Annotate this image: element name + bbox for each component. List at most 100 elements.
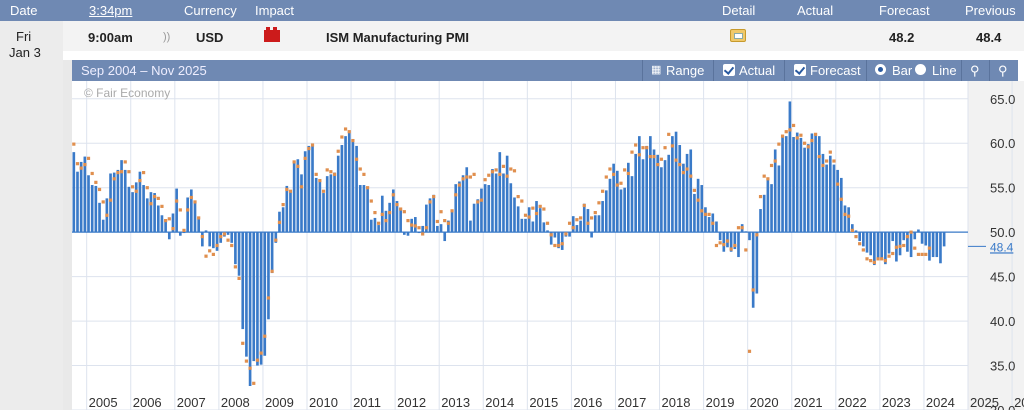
forecast-marker[interactable] [626,171,630,176]
forecast-marker[interactable] [197,216,201,220]
actual-bar[interactable] [175,188,178,233]
actual-bar[interactable] [208,232,212,247]
forecast-marker[interactable] [310,143,315,147]
forecast-marker[interactable] [733,243,737,248]
forecast-marker[interactable] [839,197,843,201]
actual-bar[interactable] [322,193,325,233]
forecast-marker[interactable] [802,141,807,145]
actual-bar[interactable] [641,159,645,233]
actual-bar[interactable] [347,130,351,233]
actual-bar[interactable] [101,219,105,233]
forecast-marker[interactable] [531,206,535,210]
forecast-marker[interactable] [351,138,355,143]
forecast-marker[interactable] [402,210,406,214]
actual-bar[interactable] [715,221,718,233]
forecast-marker[interactable] [681,170,686,175]
actual-bar[interactable] [862,232,865,247]
forecast-marker[interactable] [821,163,825,168]
actual-bar[interactable] [164,219,167,233]
forecast-marker[interactable] [208,249,212,253]
actual-bar[interactable] [876,232,880,259]
forecast-marker[interactable] [641,146,645,150]
forecast-marker[interactable] [156,196,160,200]
forecast-marker[interactable] [927,246,932,250]
actual-bar[interactable] [553,232,557,238]
forecast-marker[interactable] [659,157,663,161]
actual-bar[interactable] [300,174,303,233]
actual-bar[interactable] [696,178,700,233]
forecast-marker[interactable] [725,239,730,243]
forecast-marker[interactable] [744,248,748,252]
actual-bar[interactable] [325,176,329,233]
forecast-marker[interactable] [847,214,851,218]
forecast-marker[interactable] [277,220,282,224]
forecast-marker[interactable] [219,235,223,239]
actual-bar[interactable] [502,173,505,233]
forecast-marker[interactable] [373,211,377,215]
forecast-marker[interactable] [149,202,153,206]
forecast-marker[interactable] [362,172,366,176]
forecast-marker[interactable] [601,189,605,193]
forecast-marker[interactable] [795,136,799,140]
forecast-marker[interactable] [663,146,667,150]
actual-bar[interactable] [788,101,792,233]
actual-bar[interactable] [472,203,476,233]
actual-bar[interactable] [597,215,601,233]
actual-bar[interactable] [87,175,90,233]
forecast-marker[interactable] [652,154,656,159]
actual-bar[interactable] [178,232,182,236]
forecast-marker[interactable] [178,208,182,212]
actual-bar[interactable] [432,194,436,233]
actual-bar[interactable] [718,232,722,241]
actual-bar[interactable] [671,136,674,233]
actual-bar[interactable] [406,232,410,236]
forecast-marker[interactable] [509,167,513,171]
forecast-marker[interactable] [791,123,796,128]
forecast-marker[interactable] [696,198,700,202]
forecast-marker[interactable] [454,193,458,197]
forecast-marker[interactable] [395,202,399,207]
actual-bar[interactable] [759,209,762,233]
actual-bar[interactable] [120,160,123,233]
forecast-marker[interactable] [450,209,454,213]
forecast-marker[interactable] [678,162,682,167]
actual-bar[interactable] [270,232,274,274]
actual-bar[interactable] [762,194,766,233]
actual-bar[interactable] [134,182,138,233]
forecast-marker[interactable] [446,221,450,225]
forecast-marker[interactable] [578,216,583,220]
sound-icon[interactable]: )) [163,31,171,43]
forecast-marker[interactable] [189,195,193,200]
actual-bar[interactable] [586,209,590,233]
actual-bar[interactable] [817,136,821,233]
actual-bar[interactable] [436,225,439,233]
actual-bar[interactable] [201,232,204,247]
actual-bar[interactable] [234,232,237,265]
forecast-marker[interactable] [421,232,425,236]
forecast-marker[interactable] [788,128,792,132]
forecast-marker[interactable] [266,296,271,300]
actual-bar[interactable] [942,232,946,247]
forecast-marker[interactable] [255,358,260,362]
actual-bar[interactable] [215,232,219,251]
actual-bar[interactable] [465,167,469,233]
forecast-marker[interactable] [700,209,704,213]
forecast-marker[interactable] [369,199,373,203]
actual-bar[interactable] [538,208,542,233]
actual-bar[interactable] [649,136,652,233]
actual-bar[interactable] [138,171,142,233]
forecast-marker[interactable] [876,257,880,261]
actual-bar[interactable] [604,190,608,233]
forecast-marker[interactable] [343,127,348,131]
actual-bar[interactable] [909,232,913,258]
forecast-marker[interactable] [545,221,550,225]
actual-bar[interactable] [557,232,560,249]
actual-bar[interactable] [828,155,832,233]
forecast-marker[interactable] [399,207,403,211]
actual-bar[interactable] [590,232,593,238]
actual-bar[interactable] [722,232,726,252]
forecast-marker[interactable] [905,235,910,239]
actual-bar[interactable] [447,220,450,233]
actual-bar[interactable] [491,169,494,233]
forecast-marker[interactable] [865,257,869,261]
